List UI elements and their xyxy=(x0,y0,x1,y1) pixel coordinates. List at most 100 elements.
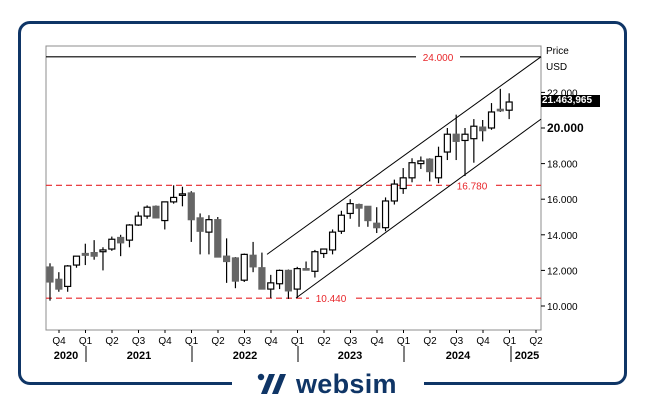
bearish-candle xyxy=(196,217,204,232)
bullish-candle xyxy=(381,200,390,229)
bearish-candle xyxy=(496,108,504,112)
x-tick-label: Q4 xyxy=(476,336,490,347)
x-tick-label: Q1 xyxy=(503,336,517,347)
bearish-candle xyxy=(355,203,363,209)
bearish-candle xyxy=(284,269,293,292)
bullish-candle xyxy=(408,162,416,179)
bullish-candle xyxy=(275,269,284,285)
bearish-candle xyxy=(152,205,160,219)
bearish-candle xyxy=(81,252,89,256)
bullish-candle xyxy=(443,133,451,153)
y-tick-label: 22.000 xyxy=(547,88,578,99)
bullish-candle xyxy=(143,206,151,217)
x-tick-label: Q1 xyxy=(291,336,305,347)
y-tick-label: 14.000 xyxy=(547,231,578,242)
bearish-candle xyxy=(117,236,125,244)
bearish-candle xyxy=(187,192,195,221)
year-label: 2022 xyxy=(233,350,257,362)
bullish-candle xyxy=(337,214,345,232)
bullish-candle xyxy=(134,215,142,226)
level-label-bg xyxy=(309,292,353,305)
bearish-candle xyxy=(364,205,372,222)
bullish-candle xyxy=(434,155,443,179)
bullish-candle xyxy=(390,183,398,202)
x-tick-label: Q4 xyxy=(264,336,278,347)
x-tick-label: Q4 xyxy=(158,336,172,347)
level-label: 16.780 xyxy=(457,181,488,192)
x-tick-label: Q4 xyxy=(370,336,384,347)
bullish-candle xyxy=(399,177,407,190)
bearish-candle xyxy=(426,158,434,173)
bullish-candle xyxy=(311,251,319,272)
channel-lower-line xyxy=(295,118,542,299)
bearish-candle xyxy=(258,267,266,290)
channel-upper-line xyxy=(266,56,542,255)
bullish-candle xyxy=(170,196,178,203)
bullish-candle xyxy=(99,249,107,253)
year-label: 2020 xyxy=(54,350,78,362)
bearish-candle xyxy=(302,268,310,271)
currency-axis-title: USD xyxy=(546,62,568,73)
bullish-candle xyxy=(470,125,478,140)
x-tick-label: Q2 xyxy=(317,336,331,347)
bullish-candle xyxy=(417,160,425,165)
level-label-bg xyxy=(450,179,494,192)
bearish-candle xyxy=(231,257,240,282)
bullish-candle xyxy=(346,203,354,215)
bearish-candle xyxy=(214,219,222,258)
x-tick-label: Q3 xyxy=(132,336,146,347)
last-price-badge: 21.463,965 xyxy=(541,95,600,107)
y-tick-label: 20.000 xyxy=(547,121,584,135)
bullish-candle xyxy=(240,253,248,281)
bullish-candle xyxy=(178,193,187,196)
x-tick-label: Q4 xyxy=(52,336,66,347)
bullish-candle xyxy=(125,224,134,241)
year-label: 2023 xyxy=(338,350,362,362)
bullish-candle xyxy=(205,219,213,233)
year-label: 2024 xyxy=(446,350,471,362)
bearish-candle xyxy=(55,278,63,290)
year-label: 2021 xyxy=(127,350,151,362)
year-label: 2025 xyxy=(515,350,539,362)
x-tick-label: Q2 xyxy=(105,336,119,347)
y-tick-label: 10.000 xyxy=(547,302,578,313)
x-tick-label: Q1 xyxy=(79,336,93,347)
websim-logo-icon xyxy=(257,373,286,394)
y-tick-label: 12.000 xyxy=(547,266,578,277)
brand-logo: websim xyxy=(248,368,405,400)
x-tick-label: Q3 xyxy=(344,336,358,347)
y-tick-label: 18.000 xyxy=(547,160,578,171)
y-tick-label: 16.000 xyxy=(547,195,578,206)
bullish-candle xyxy=(293,268,301,290)
bearish-candle xyxy=(479,126,487,132)
x-tick-label: Q2 xyxy=(423,336,437,347)
bullish-candle xyxy=(108,238,116,250)
level-label-bg xyxy=(416,50,460,63)
bullish-candle xyxy=(72,255,81,266)
bearish-candle xyxy=(452,133,460,142)
bullish-candle xyxy=(461,133,469,142)
x-tick-label: Q3 xyxy=(450,336,464,347)
bullish-candle xyxy=(505,101,513,111)
brand-name: websim xyxy=(296,368,397,399)
bearish-candle xyxy=(46,266,54,283)
bearish-candle xyxy=(249,254,257,268)
level-label: 10.440 xyxy=(316,294,347,305)
bearish-candle xyxy=(90,252,98,257)
bullish-candle xyxy=(64,265,72,288)
bullish-candle xyxy=(328,231,337,251)
x-tick-label: Q3 xyxy=(238,336,252,347)
bearish-candle xyxy=(373,222,381,229)
plot-area xyxy=(45,45,542,331)
level-label: 24.000 xyxy=(423,53,454,64)
bullish-candle xyxy=(267,282,275,290)
x-tick-label: Q2 xyxy=(529,336,543,347)
bullish-candle xyxy=(487,111,496,129)
x-tick-label: Q1 xyxy=(185,336,199,347)
x-tick-label: Q1 xyxy=(397,336,411,347)
bullish-candle xyxy=(161,201,169,222)
x-tick-label: Q2 xyxy=(211,336,225,347)
bearish-candle xyxy=(223,255,231,263)
bullish-candle xyxy=(320,248,328,255)
